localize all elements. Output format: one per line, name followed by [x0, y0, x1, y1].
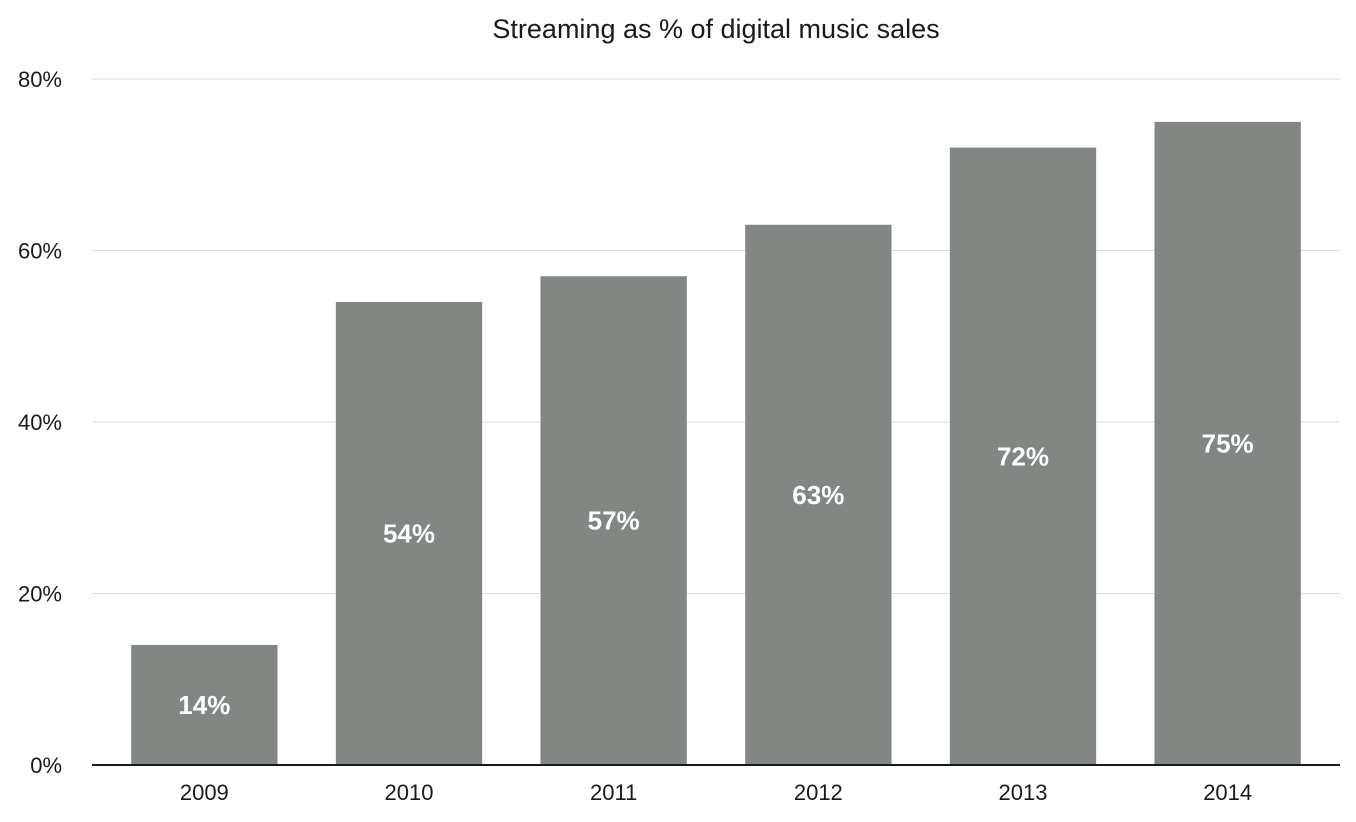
x-tick-label-2013: 2013	[999, 780, 1048, 805]
y-tick-label: 0%	[30, 753, 62, 778]
data-label-2013: 72%	[997, 441, 1049, 471]
x-tick-label-2011: 2011	[590, 780, 637, 805]
bars	[131, 121, 1301, 766]
y-tick-label: 80%	[18, 67, 62, 92]
x-tick-label-2009: 2009	[180, 780, 229, 805]
data-label-2012: 63%	[792, 480, 844, 510]
bar-2010	[335, 301, 483, 765]
x-tick-label-2010: 2010	[385, 780, 434, 805]
chart-title: Streaming as % of digital music sales	[492, 14, 940, 44]
x-tick-label-2014: 2014	[1203, 780, 1252, 805]
data-labels: 14% 54% 57% 63% 72% 75%	[178, 428, 1253, 720]
data-label-2009: 14%	[178, 690, 230, 720]
y-tick-labels: 0% 20% 40% 60% 80%	[18, 67, 62, 778]
y-tick-label: 20%	[18, 582, 62, 607]
y-tick-label: 40%	[18, 410, 62, 435]
x-tick-labels: 2009 2010 2011 2012 2013 2014	[180, 780, 1252, 805]
gridlines	[92, 78, 1340, 594]
data-label-2010: 54%	[383, 518, 435, 548]
data-label-2011: 57%	[588, 506, 640, 536]
bar-2009	[131, 644, 278, 765]
bar-2013	[949, 147, 1097, 766]
x-tick-label-2012: 2012	[794, 780, 843, 805]
data-label-2014: 75%	[1202, 428, 1254, 458]
bar-2014	[1154, 121, 1301, 765]
y-tick-label: 60%	[18, 239, 62, 264]
bar-2012	[745, 224, 892, 765]
bar-2011	[540, 276, 687, 765]
